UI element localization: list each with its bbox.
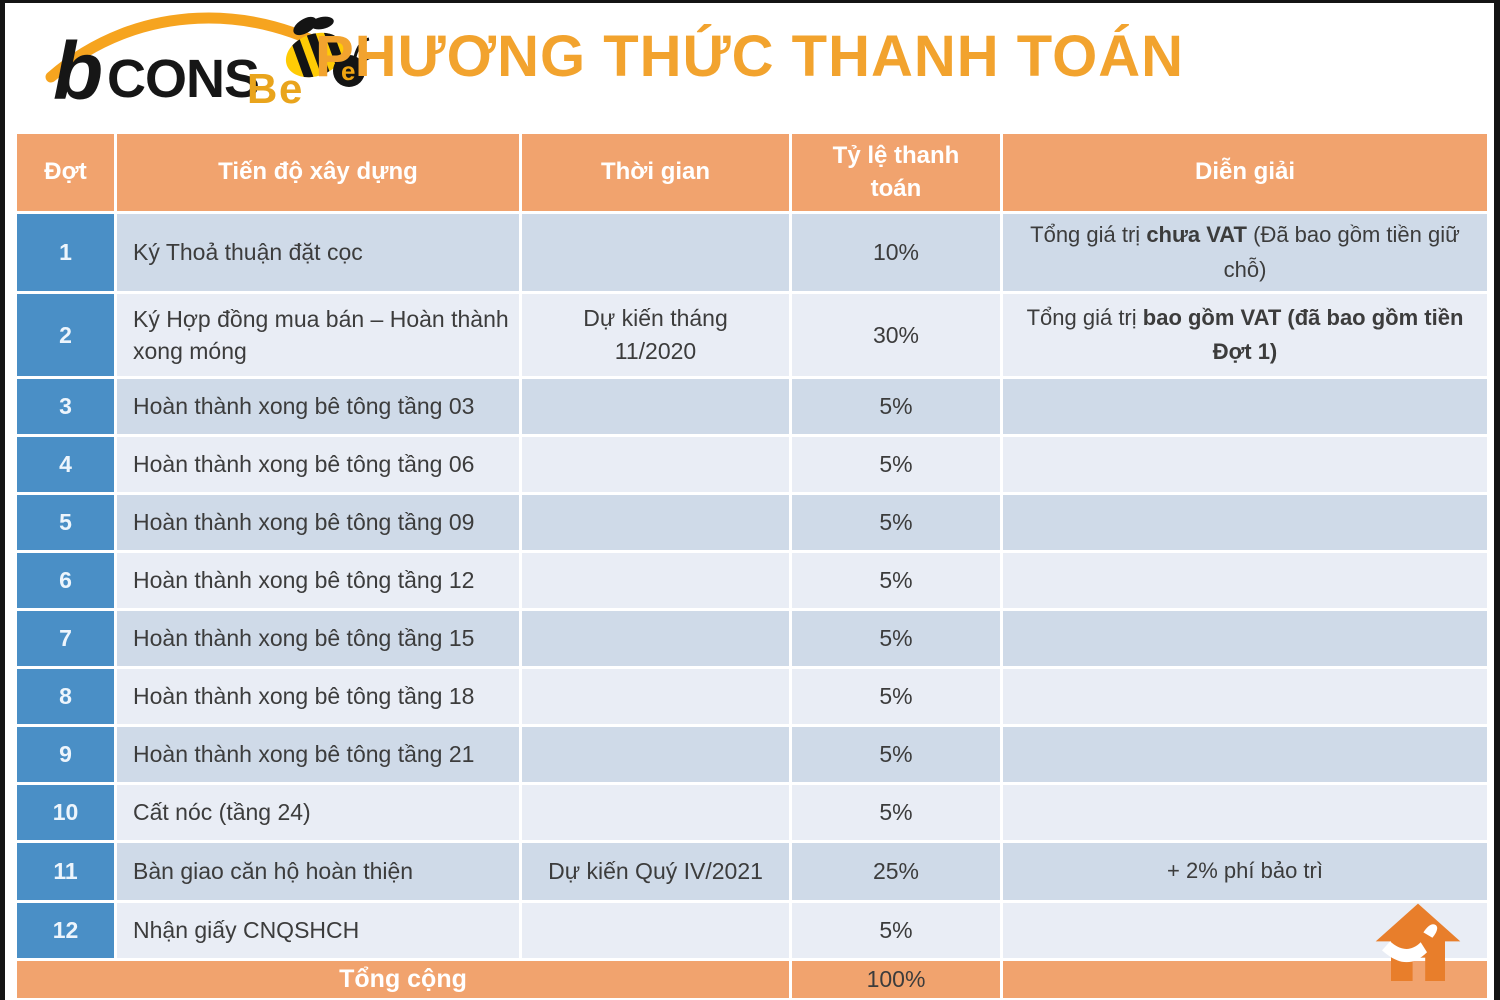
table-total-row: Tổng cộng 100% bbox=[14, 958, 1490, 1000]
bee-icon: e bbox=[285, 16, 373, 87]
rate-cell: 5% bbox=[789, 608, 1003, 669]
installment-number: 6 bbox=[14, 550, 117, 611]
note-cell bbox=[1000, 666, 1490, 727]
installment-number: 10 bbox=[14, 782, 117, 843]
table-row: 5 Hoàn thành xong bê tông tầng 09 5% bbox=[14, 492, 1490, 553]
rate-cell: 5% bbox=[789, 550, 1003, 611]
note-cell: + 2% phí bảo trì bbox=[1000, 840, 1490, 903]
rate-cell: 5% bbox=[789, 724, 1003, 785]
logo-bee-b: B bbox=[247, 65, 277, 111]
rate-cell: 5% bbox=[789, 376, 1003, 437]
logo-bee-e1: e bbox=[279, 65, 302, 111]
time-cell bbox=[519, 434, 792, 495]
table-row: 6 Hoàn thành xong bê tông tầng 12 5% bbox=[14, 550, 1490, 611]
installment-number: 3 bbox=[14, 376, 117, 437]
rate-cell: 10% bbox=[789, 211, 1003, 294]
progress-cell: Hoàn thành xong bê tông tầng 06 bbox=[114, 434, 522, 495]
time-cell bbox=[519, 550, 792, 611]
header-band: b CONS e B e bbox=[5, 3, 1494, 131]
note-cell bbox=[1000, 724, 1490, 785]
logo-bee-e2: e bbox=[341, 56, 355, 86]
total-label: Tổng cộng bbox=[14, 958, 792, 1000]
time-cell bbox=[519, 666, 792, 727]
table-row: 12 Nhận giấy CNQSHCH 5% bbox=[14, 900, 1490, 961]
header-rate: Tỷ lệ thanh toán bbox=[789, 131, 1003, 214]
installment-number: 1 bbox=[14, 211, 117, 294]
progress-cell: Hoàn thành xong bê tông tầng 15 bbox=[114, 608, 522, 669]
header-dot: Đợt bbox=[14, 131, 117, 214]
progress-cell: Hoàn thành xong bê tông tầng 09 bbox=[114, 492, 522, 553]
table-row: 8 Hoàn thành xong bê tông tầng 18 5% bbox=[14, 666, 1490, 727]
time-cell bbox=[519, 724, 792, 785]
table-header-row: Đợt Tiến độ xây dựng Thời gian Tỷ lệ tha… bbox=[14, 131, 1490, 214]
rate-cell: 5% bbox=[789, 900, 1003, 961]
house-arrow-icon bbox=[1375, 903, 1461, 981]
rate-cell: 5% bbox=[789, 492, 1003, 553]
table-row: 4 Hoàn thành xong bê tông tầng 06 5% bbox=[14, 434, 1490, 495]
table-row: 11 Bàn giao căn hộ hoàn thiện Dự kiến Qu… bbox=[14, 840, 1490, 903]
installment-number: 5 bbox=[14, 492, 117, 553]
progress-cell: Ký Thoả thuận đặt cọc bbox=[114, 211, 522, 294]
installment-number: 7 bbox=[14, 608, 117, 669]
time-cell: Dự kiến tháng 11/2020 bbox=[519, 291, 792, 379]
time-cell bbox=[519, 492, 792, 553]
note-cell bbox=[1000, 782, 1490, 843]
logo-letter-b: b bbox=[53, 26, 103, 111]
logo-cons-text: CONS bbox=[107, 49, 259, 109]
time-cell: Dự kiến Quý IV/2021 bbox=[519, 840, 792, 903]
progress-cell: Cất nóc (tầng 24) bbox=[114, 782, 522, 843]
progress-cell: Hoàn thành xong bê tông tầng 21 bbox=[114, 724, 522, 785]
note-cell bbox=[1000, 492, 1490, 553]
progress-cell: Ký Hợp đồng mua bán – Hoàn thành xong mó… bbox=[114, 291, 522, 379]
table-row: 9 Hoàn thành xong bê tông tầng 21 5% bbox=[14, 724, 1490, 785]
progress-cell: Hoàn thành xong bê tông tầng 03 bbox=[114, 376, 522, 437]
total-rate: 100% bbox=[789, 958, 1003, 1000]
installment-number: 12 bbox=[14, 900, 117, 961]
rate-cell: 5% bbox=[789, 666, 1003, 727]
installment-number: 2 bbox=[14, 291, 117, 379]
header-time: Thời gian bbox=[519, 131, 792, 214]
installment-number: 4 bbox=[14, 434, 117, 495]
header-progress: Tiến độ xây dựng bbox=[114, 131, 522, 214]
installment-number: 11 bbox=[14, 840, 117, 903]
rate-cell: 5% bbox=[789, 434, 1003, 495]
header-note: Diễn giải bbox=[1000, 131, 1490, 214]
rate-cell: 25% bbox=[789, 840, 1003, 903]
payment-schedule-table: Đợt Tiến độ xây dựng Thời gian Tỷ lệ tha… bbox=[14, 131, 1490, 1000]
rate-cell: 5% bbox=[789, 782, 1003, 843]
time-cell bbox=[519, 211, 792, 294]
table-row: 10 Cất nóc (tầng 24) 5% bbox=[14, 782, 1490, 843]
note-cell bbox=[1000, 608, 1490, 669]
note-cell bbox=[1000, 550, 1490, 611]
note-cell: Tổng giá trị chưa VAT (Đã bao gồm tiền g… bbox=[1000, 211, 1490, 294]
note-cell: Tổng giá trị bao gồm VAT (đã bao gồm tiề… bbox=[1000, 291, 1490, 379]
rate-cell: 30% bbox=[789, 291, 1003, 379]
progress-cell: Hoàn thành xong bê tông tầng 12 bbox=[114, 550, 522, 611]
time-cell bbox=[519, 608, 792, 669]
page-title: PHƯƠNG THỨC THANH TOÁN bbox=[314, 24, 1185, 89]
table-row: 2 Ký Hợp đồng mua bán – Hoàn thành xong … bbox=[14, 291, 1490, 379]
progress-cell: Nhận giấy CNQSHCH bbox=[114, 900, 522, 961]
time-cell bbox=[519, 900, 792, 961]
installment-number: 8 bbox=[14, 666, 117, 727]
time-cell bbox=[519, 782, 792, 843]
progress-cell: Bàn giao căn hộ hoàn thiện bbox=[114, 840, 522, 903]
table-row: 7 Hoàn thành xong bê tông tầng 15 5% bbox=[14, 608, 1490, 669]
progress-cell: Hoàn thành xong bê tông tầng 18 bbox=[114, 666, 522, 727]
note-cell bbox=[1000, 376, 1490, 437]
installment-number: 9 bbox=[14, 724, 117, 785]
note-cell bbox=[1000, 434, 1490, 495]
table-row: 3 Hoàn thành xong bê tông tầng 03 5% bbox=[14, 376, 1490, 437]
table-row: 1 Ký Thoả thuận đặt cọc 10% Tổng giá trị… bbox=[14, 211, 1490, 294]
bcons-bee-logo: b CONS e B e bbox=[45, 12, 373, 111]
time-cell bbox=[519, 376, 792, 437]
